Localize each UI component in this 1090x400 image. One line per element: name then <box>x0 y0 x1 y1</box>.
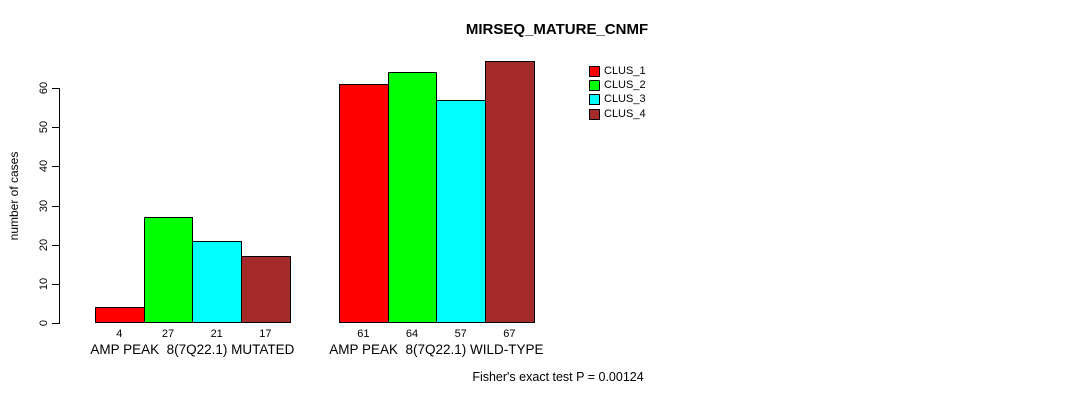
y-axis-tick <box>52 88 59 89</box>
bar-clus_4-group2 <box>485 60 535 323</box>
y-axis-tick <box>52 205 59 207</box>
bar-clus_2-group2 <box>387 72 438 323</box>
y-axis-tick-label: 0 <box>38 319 50 327</box>
chart-title: MIRSEQ_MATURE_CNMF <box>465 21 649 38</box>
y-axis-tick <box>52 244 59 246</box>
legend-swatch-clus_2 <box>589 80 600 92</box>
legend-swatch-clus_1 <box>589 66 600 77</box>
y-axis-tick-label: 30 <box>38 199 50 212</box>
y-axis-tick-label: 20 <box>38 238 50 251</box>
y-axis-label: number of cases <box>7 151 21 241</box>
legend-label-clus_4: CLUS_4 <box>604 107 646 120</box>
bar-count-label: 4 <box>116 328 123 340</box>
bar-clus_3-group2 <box>436 99 487 323</box>
bar-count-label: 57 <box>454 328 467 340</box>
y-axis-tick <box>52 127 59 129</box>
bar-clus_4-group1 <box>241 256 291 323</box>
y-axis-tick <box>52 283 59 285</box>
y-axis-tick <box>52 323 59 324</box>
legend-swatch-clus_4 <box>589 108 600 120</box>
bar-count-label: 17 <box>259 328 272 340</box>
bar-count-label: 61 <box>357 328 370 340</box>
y-axis-line <box>59 88 60 324</box>
y-axis-tick-label: 10 <box>38 277 50 290</box>
fisher-test-annotation: Fisher's exact test P = 0.00124 <box>472 370 644 384</box>
bar-clus_1-group2 <box>339 84 389 323</box>
x-category-label: AMP PEAK 8(7Q22.1) MUTATED <box>90 342 295 357</box>
y-axis-tick <box>52 166 59 168</box>
x-category-label: AMP PEAK 8(7Q22.1) WILD-TYPE <box>329 342 544 357</box>
bar-clus_3-group1 <box>192 240 243 323</box>
bar-count-label: 21 <box>210 328 223 340</box>
y-axis-tick-label: 40 <box>38 160 50 173</box>
bar-count-label: 27 <box>161 328 175 340</box>
legend-label-clus_1: CLUS_1 <box>604 65 646 77</box>
bar-count-label: 67 <box>503 328 516 340</box>
legend-swatch-clus_3 <box>589 94 600 106</box>
y-axis-tick-label: 60 <box>38 81 50 95</box>
legend-label-clus_2: CLUS_2 <box>604 79 646 92</box>
bar-clus_1-group1 <box>95 307 145 323</box>
legend-label-clus_3: CLUS_3 <box>604 93 646 106</box>
bar-count-label: 64 <box>405 328 419 340</box>
y-axis-tick-label: 50 <box>38 121 50 134</box>
bar-clus_2-group1 <box>143 217 194 323</box>
